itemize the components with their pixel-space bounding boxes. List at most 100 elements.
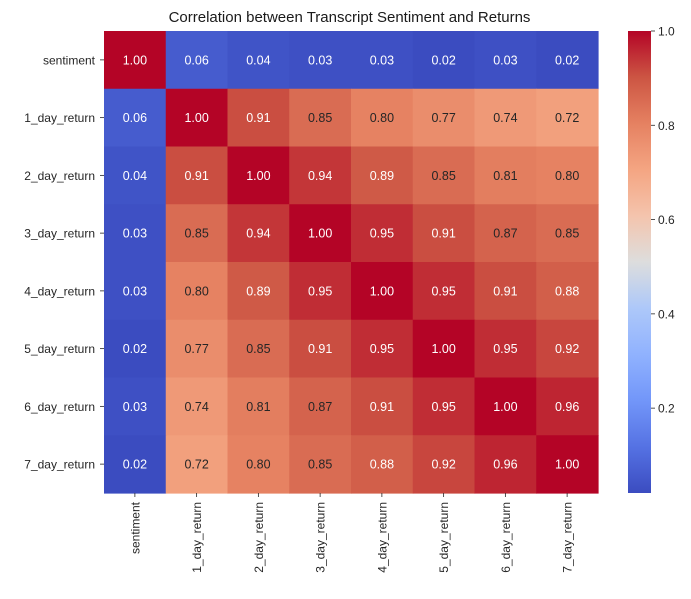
heatmap-cell-4_day_return-sentiment xyxy=(104,262,167,321)
cell-value-label: 0.80 xyxy=(246,458,270,472)
heatmap-cells: 1.00 0.06 0.04 0.03 0.03 0.02 0.03 0.02 0.06 1.00… xyxy=(104,31,599,494)
cell-value-label: 1.00 xyxy=(370,284,394,298)
cell-value-label: 0.04 xyxy=(123,169,147,183)
cell-value-label: 0.85 xyxy=(308,111,332,125)
cell-value-label: 0.03 xyxy=(493,53,517,67)
cell-value-label: 0.02 xyxy=(555,53,579,67)
y-tick-label: 4_day_return xyxy=(24,284,95,298)
heatmap-cell-6_day_return-sentiment xyxy=(104,377,167,436)
heatmap-cell-sentiment-3_day_return xyxy=(289,31,352,90)
cell-value-label: 0.87 xyxy=(493,227,517,241)
x-tick-labels: sentiment 1_day_return 2_day_return 3_day_r… xyxy=(128,493,575,573)
cell-value-label: 0.06 xyxy=(184,53,208,67)
heatmap-cell-1_day_return-1_day_return xyxy=(165,88,229,148)
cell-value-label: 0.94 xyxy=(246,227,270,241)
cell-value-label: 0.03 xyxy=(123,400,147,414)
cell-value-label: 0.89 xyxy=(370,169,394,183)
x-tick-label: sentiment xyxy=(128,501,142,554)
cell-value-label: 0.02 xyxy=(123,458,147,472)
cell-value-label: 0.95 xyxy=(308,284,332,298)
colorbar-tick-label: 0.4 xyxy=(658,307,675,321)
heatmap-cell-sentiment-4_day_return xyxy=(351,31,414,90)
cell-value-label: 0.04 xyxy=(246,53,270,67)
heatmap-cell-5_day_return-6_day_return xyxy=(474,319,537,379)
heatmap-cell-4_day_return-2_day_return xyxy=(227,262,290,321)
heatmap-cell-5_day_return-1_day_return xyxy=(165,319,229,379)
heatmap-cell-sentiment-7_day_return xyxy=(536,31,599,90)
heatmap-cell-5_day_return-2_day_return xyxy=(227,319,290,379)
heatmap-cell-3_day_return-7_day_return xyxy=(536,204,599,263)
heatmap-cell-4_day_return-4_day_return xyxy=(351,262,414,321)
cell-value-label: 0.92 xyxy=(431,458,455,472)
cell-value-label: 0.87 xyxy=(308,400,332,414)
cell-value-label: 0.94 xyxy=(308,169,332,183)
cell-value-label: 1.00 xyxy=(184,111,208,125)
heatmap-cell-7_day_return-sentiment xyxy=(104,435,167,494)
cell-value-label: 0.88 xyxy=(555,284,579,298)
cell-value-label: 0.91 xyxy=(184,169,208,183)
cell-value-label: 0.02 xyxy=(123,342,147,356)
y-tick-label: 1_day_return xyxy=(24,111,95,125)
colorbar-tick-label: 0.8 xyxy=(658,119,675,133)
heatmap-cell-2_day_return-6_day_return xyxy=(474,146,537,205)
cell-value-label: 1.00 xyxy=(493,400,517,414)
cell-value-label: 0.03 xyxy=(370,53,394,67)
heatmap-cell-sentiment-1_day_return xyxy=(165,31,229,90)
cell-value-label: 0.80 xyxy=(370,111,394,125)
heatmap-cell-4_day_return-6_day_return xyxy=(474,262,537,321)
heatmap-cell-3_day_return-1_day_return xyxy=(165,204,229,263)
y-tick-label: 5_day_return xyxy=(24,342,95,356)
x-tick-label: 1_day_return xyxy=(190,502,204,573)
cell-value-label: 0.81 xyxy=(493,169,517,183)
heatmap-cell-7_day_return-3_day_return xyxy=(289,435,352,494)
colorbar: 0.2 0.4 0.6 0.8 1.0 xyxy=(628,25,675,493)
heatmap-cell-6_day_return-4_day_return xyxy=(351,377,414,436)
cell-value-label: 0.95 xyxy=(431,400,455,414)
cell-value-label: 0.95 xyxy=(370,227,394,241)
heatmap-cell-2_day_return-3_day_return xyxy=(289,146,352,205)
cell-value-label: 0.88 xyxy=(370,458,394,472)
heatmap-cell-7_day_return-7_day_return xyxy=(536,435,599,494)
cell-value-label: 0.81 xyxy=(246,400,270,414)
heatmap-cell-4_day_return-1_day_return xyxy=(165,262,229,321)
cell-value-label: 0.74 xyxy=(184,400,208,414)
chart-title: Correlation between Transcript Sentiment… xyxy=(169,9,531,26)
heatmap-cell-1_day_return-sentiment xyxy=(104,88,167,148)
heatmap-cell-2_day_return-1_day_return xyxy=(165,146,229,205)
heatmap-cell-5_day_return-4_day_return xyxy=(351,319,414,379)
heatmap-cell-2_day_return-2_day_return xyxy=(227,146,290,205)
cell-value-label: 0.85 xyxy=(308,458,332,472)
heatmap-cell-1_day_return-7_day_return xyxy=(536,88,599,148)
colorbar-tick-label: 1.0 xyxy=(658,25,675,39)
cell-value-label: 0.02 xyxy=(431,53,455,67)
cell-value-label: 0.74 xyxy=(493,111,517,125)
cell-value-label: 0.92 xyxy=(555,342,579,356)
heatmap-cell-6_day_return-1_day_return xyxy=(165,377,229,436)
colorbar-gradient xyxy=(628,31,651,493)
heatmap-cell-1_day_return-6_day_return xyxy=(474,88,537,148)
heatmap-cell-1_day_return-3_day_return xyxy=(289,88,352,148)
heatmap-cell-6_day_return-7_day_return xyxy=(536,377,599,436)
heatmap-cell-sentiment-2_day_return xyxy=(227,31,290,90)
heatmap-cell-5_day_return-7_day_return xyxy=(536,319,599,379)
heatmap-cell-7_day_return-6_day_return xyxy=(474,435,537,494)
y-tick-label: 7_day_return xyxy=(24,458,95,472)
cell-value-label: 0.72 xyxy=(184,458,208,472)
heatmap-cell-7_day_return-4_day_return xyxy=(351,435,414,494)
cell-value-label: 0.91 xyxy=(431,227,455,241)
heatmap-cell-1_day_return-4_day_return xyxy=(351,88,414,148)
cell-value-label: 0.91 xyxy=(493,284,517,298)
heatmap-cell-2_day_return-4_day_return xyxy=(351,146,414,205)
heatmap-cell-6_day_return-5_day_return xyxy=(412,377,476,436)
heatmap-cell-7_day_return-5_day_return xyxy=(412,435,476,494)
heatmap-cell-4_day_return-5_day_return xyxy=(412,262,476,321)
heatmap-cell-2_day_return-7_day_return xyxy=(536,146,599,205)
heatmap-cell-3_day_return-2_day_return xyxy=(227,204,290,263)
heatmap-cell-6_day_return-3_day_return xyxy=(289,377,352,436)
cell-value-label: 0.96 xyxy=(493,458,517,472)
heatmap-cell-1_day_return-2_day_return xyxy=(227,88,290,148)
heatmap-cell-3_day_return-4_day_return xyxy=(351,204,414,263)
cell-value-label: 0.95 xyxy=(370,342,394,356)
heatmap-cell-3_day_return-6_day_return xyxy=(474,204,537,263)
